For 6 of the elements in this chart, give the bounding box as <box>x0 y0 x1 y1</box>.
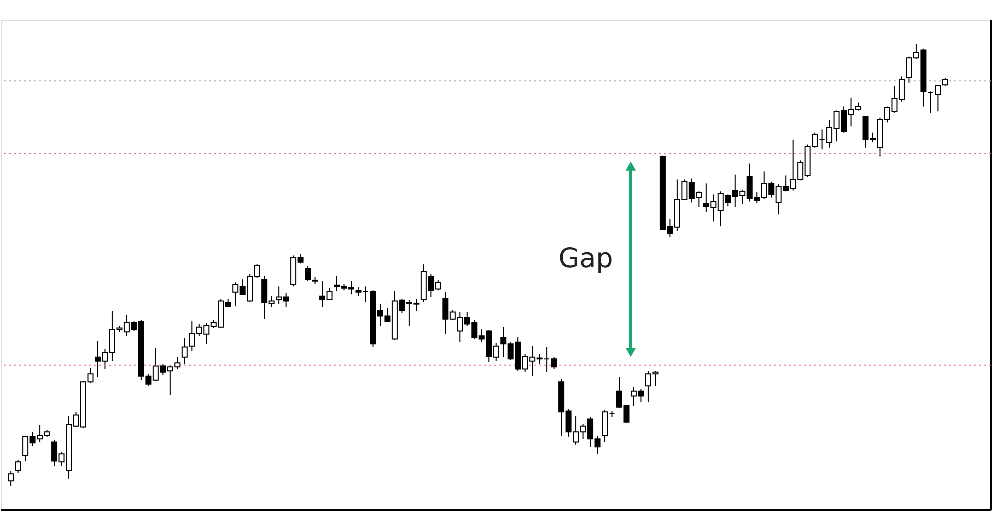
candlestick <box>602 409 608 443</box>
candlestick <box>305 266 312 282</box>
candlestick <box>8 470 14 486</box>
annotation: Gap <box>558 243 614 274</box>
candlestick <box>551 356 558 370</box>
candlestick <box>15 459 22 474</box>
